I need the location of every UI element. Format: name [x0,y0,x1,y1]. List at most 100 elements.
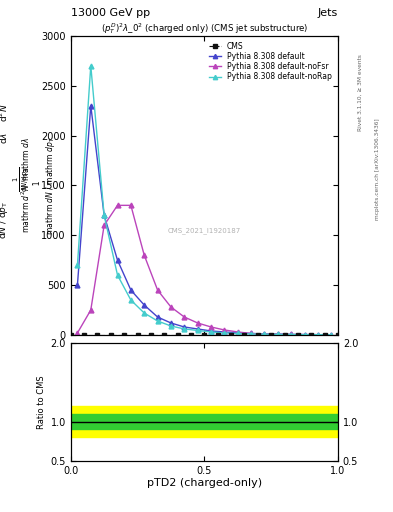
Pythia 8.308 default [195,326,200,332]
Pythia 8.308 default [102,212,107,219]
Pythia 8.308 default [275,331,280,337]
CMS [296,332,300,338]
Pythia 8.308 default [235,330,240,336]
CMS [255,332,260,338]
Pythia 8.308 default-noFsr [182,314,187,320]
CMS [202,332,207,338]
CMS [309,332,314,338]
Line: Pythia 8.308 default: Pythia 8.308 default [75,103,334,337]
CMS [82,332,86,338]
Pythia 8.308 default-noFsr [235,329,240,335]
Pythia 8.308 default-noFsr [129,202,133,208]
Pythia 8.308 default-noFsr [115,202,120,208]
CMS [135,332,140,338]
Pythia 8.308 default [182,324,187,330]
Pythia 8.308 default-noRap [169,323,173,329]
Pythia 8.308 default [209,328,213,334]
Text: Jets: Jets [318,8,338,18]
Pythia 8.308 default-noFsr [155,287,160,293]
Pythia 8.308 default-noRap [262,331,267,337]
Pythia 8.308 default-noRap [275,331,280,337]
CMS [336,332,340,338]
Pythia 8.308 default [75,282,80,288]
Text: Rivet 3.1.10, ≥ 3M events: Rivet 3.1.10, ≥ 3M events [358,54,363,131]
Pythia 8.308 default-noFsr [142,252,147,258]
Line: CMS: CMS [69,333,340,337]
Pythia 8.308 default-noRap [75,262,80,268]
Bar [71,414,338,430]
CMS [189,332,193,338]
Pythia 8.308 default-noRap [102,212,107,219]
CMS [149,332,153,338]
Title: $(p_T^D)^2\lambda\_0^2$ (charged only) (CMS jet substructure): $(p_T^D)^2\lambda\_0^2$ (charged only) (… [101,21,308,36]
Pythia 8.308 default [88,102,93,109]
Pythia 8.308 default-noRap [329,332,334,338]
CMS [242,332,247,338]
Pythia 8.308 default [316,332,320,338]
Line: Pythia 8.308 default-noRap: Pythia 8.308 default-noRap [75,63,334,337]
Pythia 8.308 default-noFsr [289,331,294,337]
Pythia 8.308 default [169,320,173,326]
Text: CMS_2021_I1920187: CMS_2021_I1920187 [168,227,241,233]
Bar [71,406,338,437]
Pythia 8.308 default-noRap [129,297,133,303]
Pythia 8.308 default-noRap [142,310,147,316]
CMS [175,332,180,338]
Pythia 8.308 default [115,257,120,263]
Pythia 8.308 default [142,302,147,308]
Pythia 8.308 default-noFsr [302,331,307,337]
Y-axis label: Ratio to CMS: Ratio to CMS [37,375,46,429]
Pythia 8.308 default-noFsr [262,331,267,337]
Text: $\frac{1}{\mathrm{d}N/\mathrm{d}p_\mathrm{T}}$: $\frac{1}{\mathrm{d}N/\mathrm{d}p_\mathr… [12,166,31,192]
Text: mcplots.cern.ch [arXiv:1306.3436]: mcplots.cern.ch [arXiv:1306.3436] [375,118,380,220]
Legend: CMS, Pythia 8.308 default, Pythia 8.308 default-noFsr, Pythia 8.308 default-noRa: CMS, Pythia 8.308 default, Pythia 8.308 … [207,39,334,83]
Pythia 8.308 default-noRap [115,272,120,278]
Pythia 8.308 default-noRap [195,327,200,333]
Pythia 8.308 default-noRap [316,332,320,338]
CMS [229,332,233,338]
Pythia 8.308 default-noRap [182,326,187,332]
Pythia 8.308 default-noRap [249,331,253,337]
CMS [322,332,327,338]
CMS [68,332,73,338]
Pythia 8.308 default [262,331,267,337]
Pythia 8.308 default-noRap [88,62,93,69]
Pythia 8.308 default-noFsr [88,307,93,313]
Text: 13000 GeV pp: 13000 GeV pp [71,8,150,18]
Pythia 8.308 default-noFsr [329,332,334,338]
Pythia 8.308 default-noFsr [275,331,280,337]
Pythia 8.308 default [129,287,133,293]
Text: $\mathrm{d}\lambda$: $\mathrm{d}\lambda$ [0,132,9,144]
CMS [95,332,100,338]
Pythia 8.308 default-noFsr [102,222,107,228]
CMS [269,332,274,338]
CMS [122,332,127,338]
Pythia 8.308 default-noRap [222,330,227,336]
X-axis label: pTD2 (charged-only): pTD2 (charged-only) [147,478,262,488]
Line: Pythia 8.308 default-noFsr: Pythia 8.308 default-noFsr [75,203,334,337]
Text: $\mathrm{d}^2N$: $\mathrm{d}^2N$ [0,103,10,122]
Pythia 8.308 default [155,314,160,320]
Pythia 8.308 default-noFsr [209,324,213,330]
Text: $\mathrm{d}N$ / $\mathrm{d}p_\mathrm{T}$: $\mathrm{d}N$ / $\mathrm{d}p_\mathrm{T}$ [0,201,11,240]
Pythia 8.308 default-noFsr [316,332,320,338]
Pythia 8.308 default-noRap [209,329,213,335]
Pythia 8.308 default [329,332,334,338]
Pythia 8.308 default-noRap [155,318,160,324]
Pythia 8.308 default-noFsr [249,330,253,336]
Pythia 8.308 default-noFsr [222,327,227,333]
Pythia 8.308 default-noRap [235,330,240,336]
Pythia 8.308 default-noFsr [75,330,80,336]
CMS [162,332,167,338]
Pythia 8.308 default-noFsr [195,320,200,326]
Pythia 8.308 default [289,331,294,337]
CMS [282,332,287,338]
Pythia 8.308 default-noRap [289,331,294,337]
Pythia 8.308 default [249,330,253,336]
Pythia 8.308 default [222,329,227,335]
Pythia 8.308 default-noFsr [169,304,173,310]
Y-axis label: mathrm $d^2N$  mathrm $d\lambda$
  1
mathrm $dN$ / mathrm $dp_T$: mathrm $d^2N$ mathrm $d\lambda$ 1 mathrm… [20,136,57,235]
Pythia 8.308 default-noRap [302,332,307,338]
CMS [215,332,220,338]
CMS [108,332,113,338]
